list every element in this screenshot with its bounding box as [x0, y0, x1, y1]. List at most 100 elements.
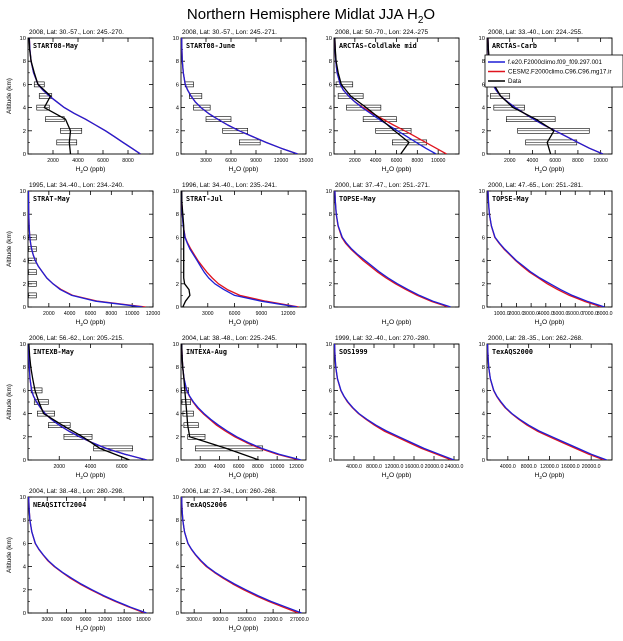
y-tick-label: 4: [482, 412, 486, 418]
x-tick-label: 3000: [202, 311, 214, 317]
y-tick-label: 2: [329, 435, 332, 441]
y-tick-label: 4: [23, 565, 27, 571]
panel-frame: [180, 190, 307, 308]
x-tick-label: 8000.0: [597, 311, 613, 317]
x-axis-label: H2O (ppb): [76, 472, 106, 480]
x-axis-label: H2O (ppb): [382, 472, 412, 480]
x-tick-label: 2000: [349, 158, 361, 164]
y-tick-label: 4: [23, 259, 27, 265]
panel-header: 2000, Lat: 47.-65., Lon: 251.-281.: [488, 182, 583, 189]
y-tick-label: 4: [329, 106, 333, 112]
y-tick-label: 4: [329, 259, 333, 265]
y-axis-label: Altitude (km): [6, 78, 13, 114]
panel: 2000, Lat: 47.-65., Lon: 251.-281. 0 2 4 6 8 1…: [479, 182, 613, 327]
panel-plot-area: [181, 191, 300, 307]
x-tick-label: 8000: [412, 158, 424, 164]
x-tick-label: 21000.0: [264, 617, 283, 623]
y-tick-label: 2: [23, 282, 26, 288]
x-tick-label: 4000: [527, 158, 539, 164]
x-tick-label: 2000: [47, 158, 59, 164]
y-tick-label: 10: [20, 495, 26, 501]
panel: 1996, Lat: 34.-40., Lon: 235.-241. 0 2 4 6 8 1…: [173, 182, 307, 327]
panel: 2008, Lat: 30.-57., Lon: 245.-270. 0 2 4 6 8 1…: [6, 29, 154, 174]
panel-plot-area: [487, 344, 608, 460]
panel-plot-area: [334, 344, 455, 460]
x-axis-label: H2O (ppb): [382, 319, 412, 327]
panel-plot-area: [181, 497, 302, 613]
x-tick-label: 10000: [125, 311, 140, 317]
y-tick-label: 6: [482, 388, 485, 394]
panel-name: ARCTAS-Carb: [492, 42, 537, 50]
panel: 2004, Lat: 38.-48., Lon: 280.-298. 0 2 4 6 8 1…: [6, 488, 154, 633]
y-tick-label: 8: [482, 212, 485, 218]
panel-name: TexAQS2006: [186, 501, 227, 509]
y-tick-label: 10: [173, 342, 179, 348]
x-tick-label: 6000: [225, 158, 237, 164]
panel-name: STRAT-Jul: [186, 195, 223, 203]
y-tick-label: 0: [23, 458, 26, 464]
x-tick-label: 10000: [431, 158, 446, 164]
panel-name: SOS1999: [339, 348, 368, 356]
obs-line: [28, 344, 130, 460]
x-tick-label: 4000.0: [538, 311, 554, 317]
panel-header: 1996, Lat: 34.-40., Lon: 235.-241.: [182, 182, 277, 189]
x-tick-label: 4000: [214, 464, 226, 470]
panel-grid: 2008, Lat: 30.-57., Lon: 245.-270.024681…: [6, 29, 613, 633]
x-tick-label: 2000: [53, 464, 65, 470]
y-tick-label: 4: [176, 259, 180, 265]
panel-header: 1995, Lat: 34.-40., Lon: 234.-240.: [29, 182, 124, 189]
x-tick-label: 8000: [572, 158, 584, 164]
x-axis-label: H2O (ppb): [229, 166, 259, 174]
y-tick-label: 8: [482, 59, 485, 65]
panel-name: ARCTAS-Coldlake mid: [339, 42, 417, 50]
panel-name: TOPSE-May: [339, 195, 376, 203]
panel-plot-area: [181, 344, 302, 460]
panel: 2000, Lat: 28.-35., Lon: 262.-268. 0 2 4 6 8 1…: [479, 335, 613, 480]
x-tick-label: 7000.0: [582, 311, 598, 317]
y-tick-label: 8: [329, 365, 332, 371]
x-axis-label: H2O (ppb): [382, 166, 412, 174]
x-tick-label: 6000: [97, 158, 109, 164]
y-tick-label: 4: [329, 412, 333, 418]
x-tick-label: 1000.0: [494, 311, 510, 317]
y-tick-label: 4: [176, 106, 180, 112]
y-tick-label: 8: [329, 59, 332, 65]
x-tick-label: 24000.0: [445, 464, 464, 470]
x-tick-label: 6000: [85, 311, 97, 317]
model1-line: [28, 344, 147, 460]
x-tick-label: 8000: [122, 158, 134, 164]
x-tick-label: 10000: [593, 158, 608, 164]
panel-plot-area: [28, 344, 147, 460]
model1-line: [181, 191, 298, 307]
y-tick-label: 10: [20, 36, 26, 42]
y-tick-label: 2: [176, 129, 179, 135]
panel-header: 2000, Lat: 37.-47., Lon: 251.-271.: [335, 182, 430, 189]
x-tick-label: 9000.0: [213, 617, 229, 623]
x-tick-label: 6000: [61, 617, 73, 623]
y-tick-label: 2: [23, 588, 26, 594]
y-tick-label: 2: [176, 282, 179, 288]
model1-line: [181, 344, 302, 460]
y-tick-label: 0: [23, 305, 26, 311]
y-tick-label: 0: [329, 458, 332, 464]
y-tick-label: 6: [23, 82, 26, 88]
y-tick-label: 0: [482, 458, 485, 464]
panel-name: INTEXB-May: [33, 348, 74, 356]
model1-line: [334, 38, 437, 154]
x-tick-label: 10000: [270, 464, 285, 470]
y-tick-label: 6: [482, 235, 485, 241]
y-tick-label: 4: [482, 106, 486, 112]
y-tick-label: 0: [176, 305, 179, 311]
legend-box: [484, 54, 623, 88]
obs-line: [334, 38, 410, 154]
y-tick-label: 6: [23, 541, 26, 547]
y-tick-label: 4: [176, 565, 180, 571]
panel: 2008, Lat: 50.-70., Lon: 224.-275 0 2 4 6 8 10…: [326, 29, 460, 174]
y-tick-label: 8: [176, 518, 179, 524]
panel-frame: [486, 343, 613, 461]
panel-plot-area: [334, 191, 451, 307]
y-tick-label: 10: [326, 342, 332, 348]
y-tick-label: 2: [176, 435, 179, 441]
x-tick-label: 4000.0: [346, 464, 362, 470]
